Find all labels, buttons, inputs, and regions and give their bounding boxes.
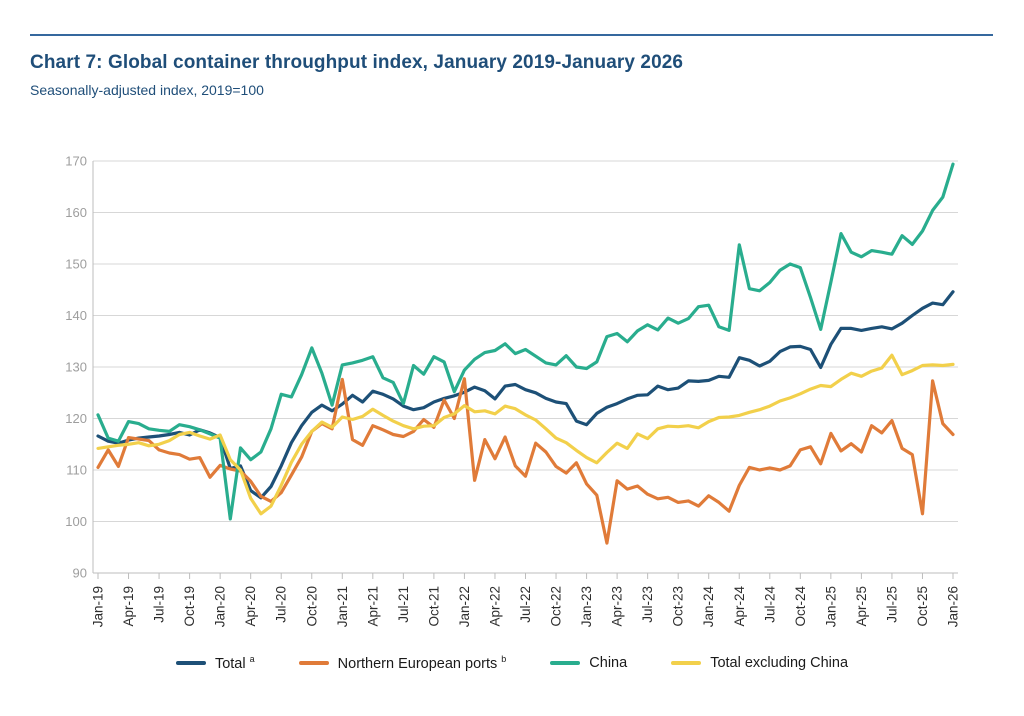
x-axis-label-Oct-21: Oct-21 (426, 586, 441, 627)
x-axis-label-Jul-25: Jul-25 (884, 586, 899, 623)
y-axis-label-100: 100 (65, 514, 87, 529)
x-axis-label-Oct-22: Oct-22 (549, 586, 564, 627)
y-axis-label-130: 130 (65, 360, 87, 375)
x-axis-label-Oct-20: Oct-20 (304, 586, 319, 627)
y-axis-label-90: 90 (73, 566, 87, 581)
legend-item-total: Total a (175, 654, 255, 672)
legend-swatch (298, 660, 329, 665)
x-axis-label-Jan-21: Jan-21 (335, 586, 350, 627)
x-axis-label-Oct-24: Oct-24 (793, 586, 808, 627)
y-axis-label-170: 170 (65, 154, 87, 169)
x-axis-label-Jul-22: Jul-22 (518, 586, 533, 623)
series-line-total (96, 290, 955, 500)
x-axis-label-Jul-19: Jul-19 (152, 586, 167, 623)
x-axis-label-Jan-22: Jan-22 (457, 586, 472, 627)
chart-legend: Total a Northern European ports b China Tot… (0, 654, 1024, 672)
x-axis-label-Oct-23: Oct-23 (671, 586, 686, 627)
x-axis-label-Oct-19: Oct-19 (182, 586, 197, 627)
series-line-total-excluding-china (96, 353, 955, 516)
y-axis-label-140: 140 (65, 308, 87, 323)
x-axis-label-Apr-23: Apr-23 (610, 586, 625, 627)
x-axis-label-Apr-19: Apr-19 (121, 586, 136, 627)
legend-item-china: China (550, 655, 627, 671)
x-axis-label-Jan-25: Jan-25 (823, 586, 838, 627)
x-axis-label-Jul-24: Jul-24 (762, 586, 777, 623)
x-axis-label-Jul-20: Jul-20 (274, 586, 289, 623)
x-axis-label-Jan-23: Jan-23 (579, 586, 594, 627)
x-axis-label-Jan-19: Jan-19 (91, 586, 106, 627)
x-axis-label-Jan-24: Jan-24 (701, 586, 716, 628)
legend-item-total-excluding-china: Total excluding China (671, 655, 848, 671)
x-axis-label-Apr-21: Apr-21 (365, 586, 380, 627)
y-axis-label-150: 150 (65, 257, 87, 272)
legend-swatch (175, 660, 206, 665)
legend-swatch (550, 660, 581, 665)
legend-item-northern-european-ports: Northern European ports b (298, 654, 507, 672)
chart-title: Chart 7: Global container throughput ind… (30, 52, 684, 73)
x-axis-label-Apr-24: Apr-24 (732, 586, 747, 627)
chart-subtitle: Seasonally-adjusted index, 2019=100 (30, 82, 264, 98)
x-axis-label-Apr-22: Apr-22 (487, 586, 502, 627)
legend-label: China (589, 654, 628, 671)
x-axis-label-Jul-21: Jul-21 (396, 586, 411, 623)
x-axis-label-Apr-25: Apr-25 (854, 586, 869, 627)
legend-swatch (671, 660, 702, 665)
x-axis-label-Jan-20: Jan-20 (213, 586, 228, 627)
y-axis-label-120: 120 (65, 411, 87, 426)
y-axis-label-160: 160 (65, 205, 87, 220)
series-line-china (96, 162, 955, 521)
x-axis-label-Jul-23: Jul-23 (640, 586, 655, 623)
y-axis-label-110: 110 (66, 463, 87, 478)
legend-label: Total a (214, 654, 255, 672)
legend-label: Northern European ports b (337, 654, 507, 672)
header: Chart 7: Global container throughput ind… (30, 34, 993, 98)
legend-label: Total excluding China (710, 654, 849, 671)
x-axis-label-Jan-26: Jan-26 (946, 586, 961, 627)
x-axis-label-Apr-20: Apr-20 (243, 586, 258, 627)
x-axis-label-Oct-25: Oct-25 (915, 586, 930, 627)
